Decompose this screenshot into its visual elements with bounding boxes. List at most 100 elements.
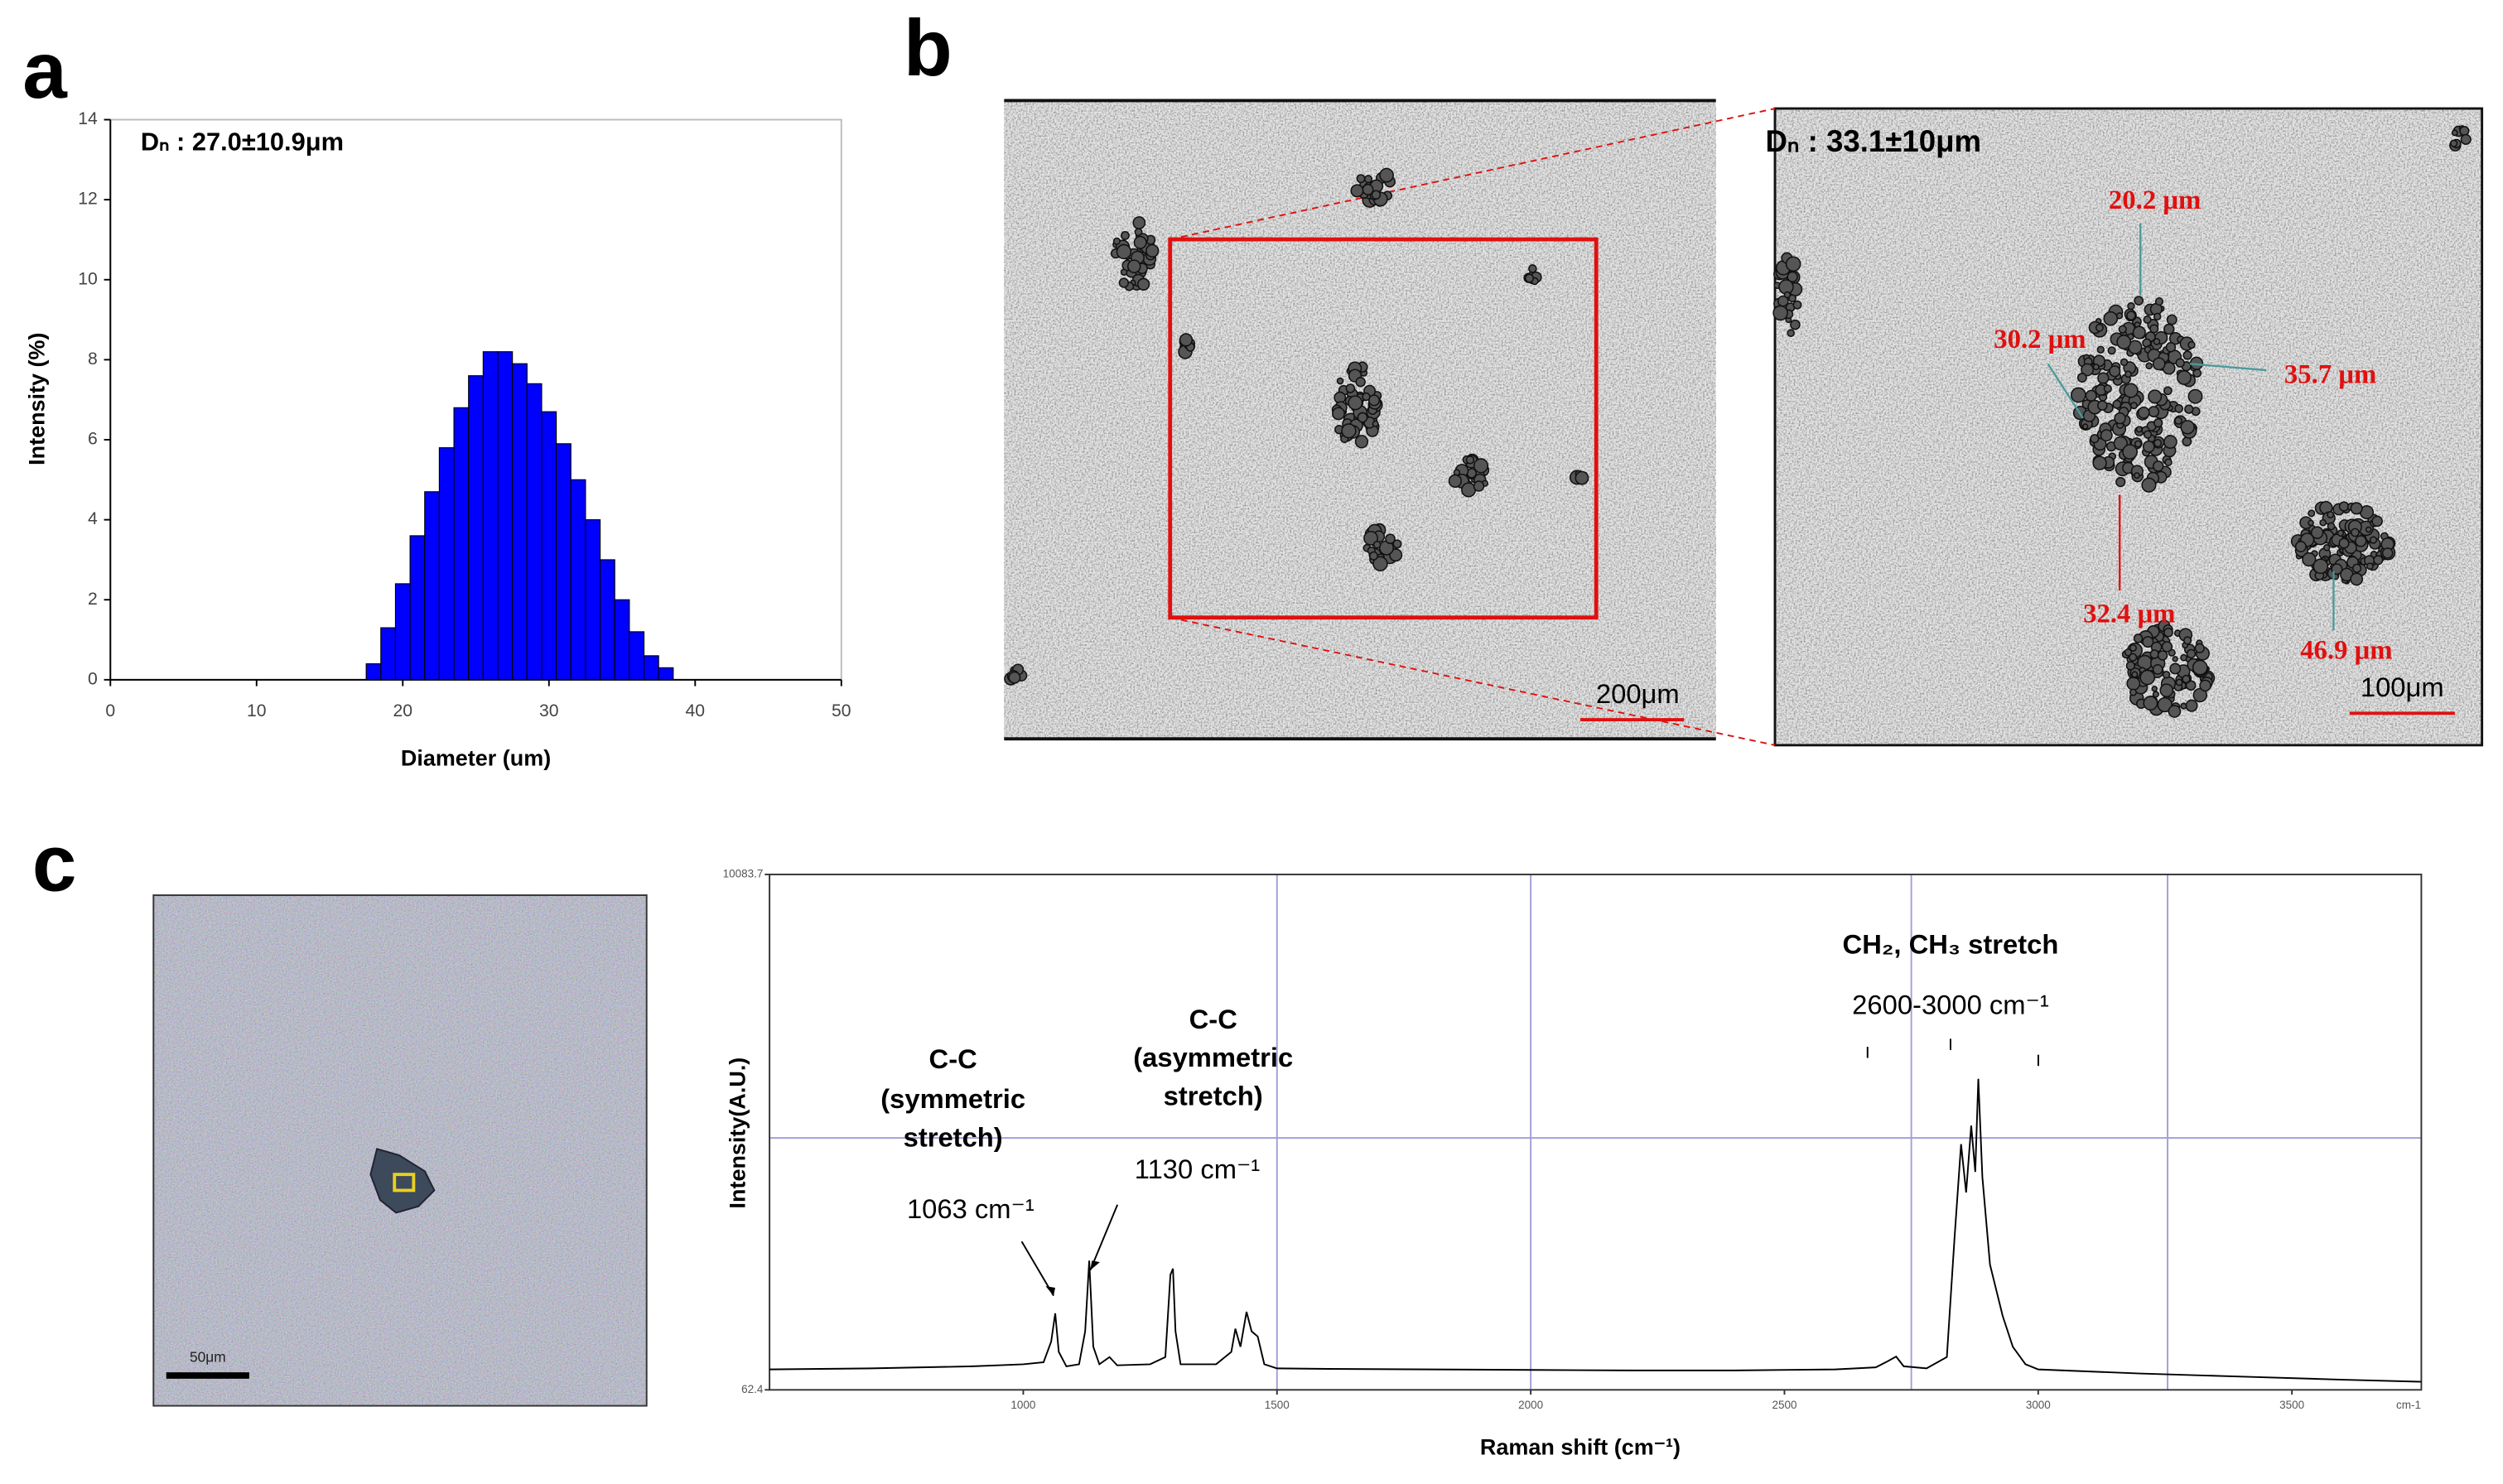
x-tick-label: 40 [686,701,706,720]
annotation: CH₂, CH₃ stretch [1843,928,2059,959]
particle [2184,404,2194,414]
y-tick-label: 62.4 [741,1383,764,1395]
annotation: stretch) [1164,1080,1263,1111]
particle [2319,518,2327,527]
particle [2085,389,2097,402]
x-axis-title: Diameter (um) [401,745,551,770]
bar [570,479,586,681]
particle [1179,333,1194,347]
particle [2129,402,2138,410]
particle [2175,358,2185,368]
particle [2180,653,2187,662]
bar [585,519,601,681]
zoom-box [1168,237,1599,620]
particle [1392,539,1402,549]
bar [643,655,659,681]
particle [2127,301,2135,311]
particle [2120,358,2129,367]
particle [2174,417,2182,425]
particle [2076,373,2087,383]
particle [2116,335,2132,349]
particle [2450,139,2458,147]
bar [512,363,528,681]
zoom-connector [1170,108,1776,240]
particle [2163,627,2173,638]
size-pointer [2047,363,2084,419]
y-tick-label: 8 [88,349,98,369]
particle [1356,174,1366,184]
particle [2129,643,2137,652]
particle [1350,184,1364,198]
particle [2134,440,2142,448]
scale-label: 100μm [2361,672,2444,702]
particle [2157,650,2168,661]
particle [2169,662,2182,675]
particle [2082,423,2089,430]
x-unit: cm-1 [2396,1399,2421,1411]
particle [1363,530,1378,546]
particle [2095,323,2104,332]
particle [1112,237,1121,245]
particle [2139,669,2156,686]
x-tick-label: 10 [247,701,267,720]
particle [1575,470,1589,485]
annotation: (asymmetric [1133,1042,1293,1072]
particle [1136,277,1150,291]
particle [2371,515,2383,528]
zoom-label: Dₙ : 33.1±10μm [1765,124,1981,158]
image-noise [153,894,647,1406]
particle [2149,324,2159,334]
particle [1363,175,1373,184]
particle [2123,383,2139,398]
particle [1336,377,1344,385]
particle [2459,125,2470,137]
particle [2129,653,2138,662]
particle [1348,395,1363,411]
particle [2180,702,2187,710]
particle [1371,190,1382,200]
y-tick-label: 6 [88,430,98,449]
y-axis-title: Intensity (%) [25,333,50,465]
particle [2126,677,2141,691]
particle [1524,273,1535,283]
particle [1121,231,1130,240]
bar [468,375,484,681]
particle [1473,480,1485,492]
particle [2152,691,2159,698]
particle [1785,256,1801,272]
particle [1355,377,1366,388]
annotation: C-C [929,1043,977,1074]
particle [1790,319,1801,330]
bar [365,662,382,681]
annotation: 2600-3000 cm⁻¹ [1852,990,2049,1020]
particle [1354,435,1369,449]
annotation: (symmetric [880,1083,1025,1114]
bar [453,407,470,681]
particle [1362,184,1374,195]
size-label: 30.2 μm [1994,325,2086,354]
particle [2148,406,2160,417]
x-tick-label: 30 [539,701,559,720]
particle [2302,552,2317,567]
bar [438,447,455,681]
particle [2122,444,2138,460]
particle [2152,460,2164,472]
image-border [1773,107,2484,747]
particle [1783,291,1792,299]
particle [2118,325,2127,334]
particle [2182,350,2192,360]
annotation: 1130 cm⁻¹ [1135,1154,1260,1184]
particle [2141,477,2157,493]
particle [1473,458,1489,474]
particle [1448,474,1463,488]
particle [2142,441,2155,453]
particle [1357,412,1368,423]
particle [2351,563,2362,573]
particle [2350,572,2364,586]
particle [2115,477,2126,488]
particle [2153,338,2161,345]
particle [2132,325,2146,340]
particle [1345,383,1356,393]
particle [1116,243,1132,260]
particle [1332,407,1345,421]
